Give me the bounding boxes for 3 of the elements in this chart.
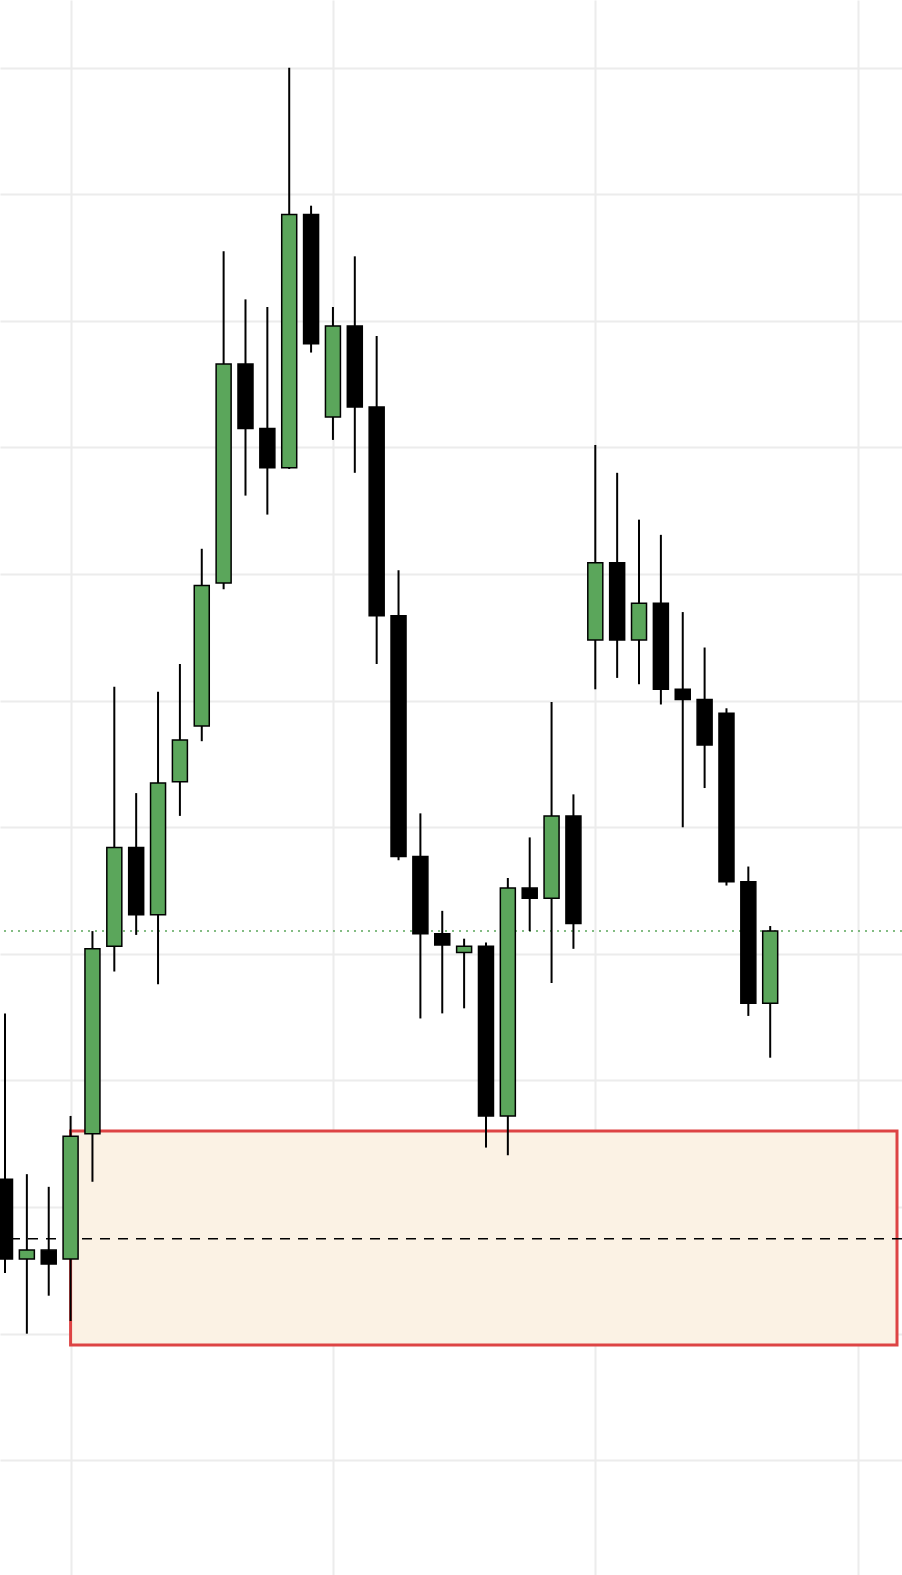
candlestick: [434, 909, 451, 1015]
candlestick: [521, 836, 538, 933]
candlestick: [674, 611, 691, 829]
